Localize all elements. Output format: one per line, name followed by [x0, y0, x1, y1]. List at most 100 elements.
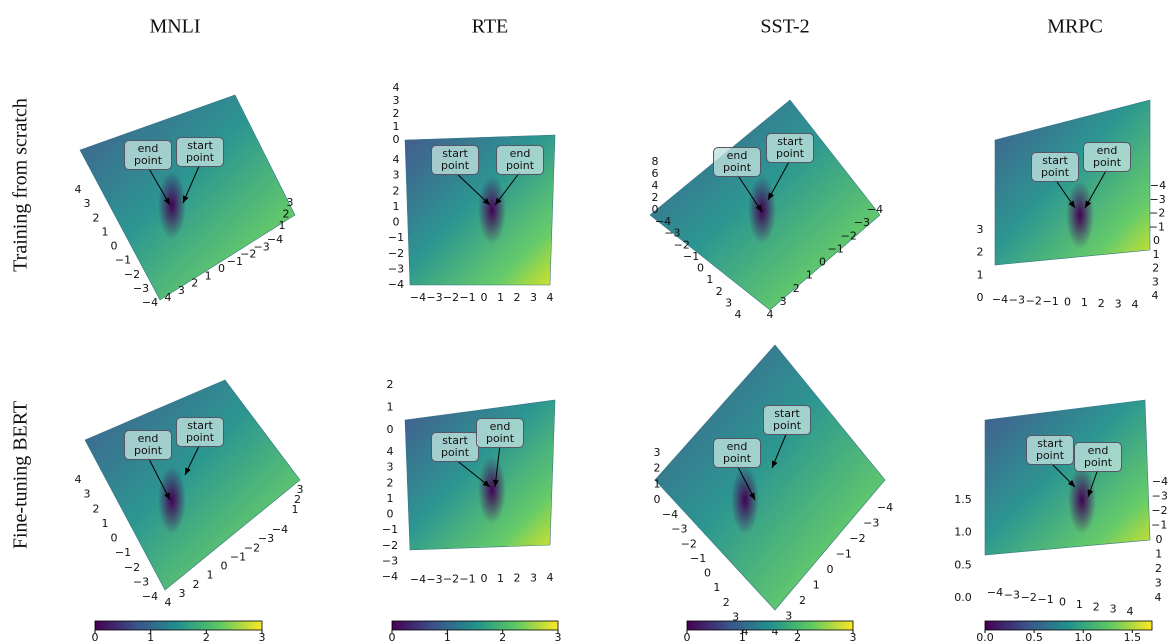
z-tick-label: 0: [393, 133, 400, 146]
y-tick-label: −1: [828, 242, 844, 255]
colorbar-tick-label: 0: [389, 631, 396, 644]
z-tick-label: 6: [652, 167, 659, 180]
y-tick-label: −2: [244, 541, 260, 554]
x-tick-label: 0: [1064, 296, 1071, 309]
y-tick-label: 4: [387, 445, 394, 458]
colorbar-tick-label: 0: [684, 631, 691, 644]
x-tick-label: −3: [133, 282, 149, 295]
y-tick-label: 0: [218, 262, 225, 275]
y-tick-label: 3: [785, 610, 792, 623]
x-tick-label: −2: [443, 573, 459, 586]
annotation: start point: [176, 417, 224, 447]
y-tick-label: −2: [388, 247, 404, 260]
x-tick-label: −2: [443, 291, 459, 304]
x-tick-label: −3: [671, 523, 687, 536]
x-tick-label: −3: [133, 575, 149, 588]
y-tick-label: −3: [388, 262, 404, 275]
y-tick-label: 2: [387, 476, 394, 489]
colorbar-tick-label: 1.0: [1074, 631, 1092, 644]
x-tick-label: 2: [723, 596, 730, 609]
x-tick-label: 2: [93, 211, 100, 224]
y-tick-label: 4: [1152, 289, 1159, 302]
x-tick-label: −3: [1009, 294, 1025, 307]
x-tick-label: 2: [514, 572, 521, 585]
x-tick-label: 1: [1081, 296, 1088, 309]
y-tick-label: −3: [1152, 490, 1168, 503]
x-tick-label: 2: [1093, 600, 1100, 613]
colorbar-tick-label: 0.5: [1025, 631, 1043, 644]
y-tick-label: 3: [1152, 275, 1159, 288]
y-tick-label: −4: [867, 203, 883, 216]
y-tick-label: −4: [1152, 475, 1168, 488]
annotation: end point: [124, 430, 172, 460]
y-tick-label: 2: [1155, 562, 1162, 575]
y-tick-label: 3: [780, 295, 787, 308]
x-tick-label: −4: [410, 291, 426, 304]
annotation: end point: [1074, 442, 1122, 472]
colorbar: [95, 621, 262, 630]
z-tick-label: 0: [977, 291, 984, 304]
colorbar-tick-label: 1: [739, 631, 746, 644]
y-tick-label: 3: [393, 169, 400, 182]
x-tick-label: −2: [124, 268, 140, 281]
y-tick-label: 2: [793, 282, 800, 295]
x-tick-label: −1: [1038, 593, 1054, 606]
y-tick-label: −1: [836, 548, 852, 561]
y-tick-label: 1: [813, 579, 820, 592]
colorbar: [687, 621, 853, 630]
row-label: Fine-tuning BERT: [10, 401, 32, 549]
x-tick-label: 2: [716, 285, 723, 298]
y-tick-label: 3: [178, 284, 185, 297]
colorbar: [985, 621, 1152, 630]
z-tick-label: 2: [652, 191, 659, 204]
z-tick-label: 2: [977, 246, 984, 259]
y-tick-label: 0: [387, 508, 394, 521]
x-tick-label: 3: [84, 488, 91, 501]
y-tick-label: −3: [854, 216, 870, 229]
x-tick-label: −4: [662, 508, 678, 521]
y-tick-label: 1: [393, 200, 400, 213]
x-tick-label: −4: [142, 296, 158, 309]
x-tick-label: 4: [735, 308, 742, 321]
valley: [478, 176, 506, 244]
x-tick-label: −3: [426, 573, 442, 586]
valley: [158, 171, 186, 239]
y-tick-label: −1: [382, 523, 398, 536]
valley: [158, 466, 186, 534]
colorbar-tick-label: 2: [794, 631, 801, 644]
y-tick-label: −1: [227, 255, 243, 268]
y-tick-label: 0: [827, 563, 834, 576]
annotation: end point: [1083, 142, 1131, 172]
x-tick-label: −1: [115, 254, 131, 267]
x-tick-label: −2: [1021, 591, 1037, 604]
x-tick-label: 1: [497, 291, 504, 304]
x-tick-label: −4: [142, 590, 158, 603]
annotation: start point: [1026, 435, 1074, 465]
colorbar-tick-label: 3: [555, 631, 562, 644]
z-tick-label: 3: [297, 483, 304, 496]
valley: [478, 456, 506, 524]
y-tick-label: 4: [393, 153, 400, 166]
x-tick-label: −4: [410, 573, 426, 586]
z-tick-label: 1.5: [954, 493, 972, 506]
x-tick-label: 3: [1115, 297, 1122, 310]
z-tick-label: 1: [393, 120, 400, 133]
y-tick-label: −2: [1149, 207, 1165, 220]
annotation: start point: [766, 133, 814, 163]
z-tick-label: 0: [652, 203, 659, 216]
colorbar-tick-label: 3: [850, 631, 857, 644]
y-tick-label: −3: [258, 532, 274, 545]
x-tick-label: −1: [459, 291, 475, 304]
z-tick-label: 4: [393, 81, 400, 94]
x-tick-label: 2: [93, 502, 100, 515]
x-tick-label: 3: [1110, 603, 1117, 616]
y-tick-label: −3: [382, 554, 398, 567]
z-tick-label: 0.0: [954, 591, 972, 604]
colorbar-tick-label: 2: [203, 631, 210, 644]
x-tick-label: −3: [1004, 588, 1020, 601]
x-tick-label: 3: [725, 296, 732, 309]
row-label: Training from scratch: [10, 98, 32, 272]
y-tick-label: −1: [1151, 519, 1167, 532]
y-tick-label: 4: [767, 308, 774, 321]
y-tick-label: 2: [191, 277, 198, 290]
